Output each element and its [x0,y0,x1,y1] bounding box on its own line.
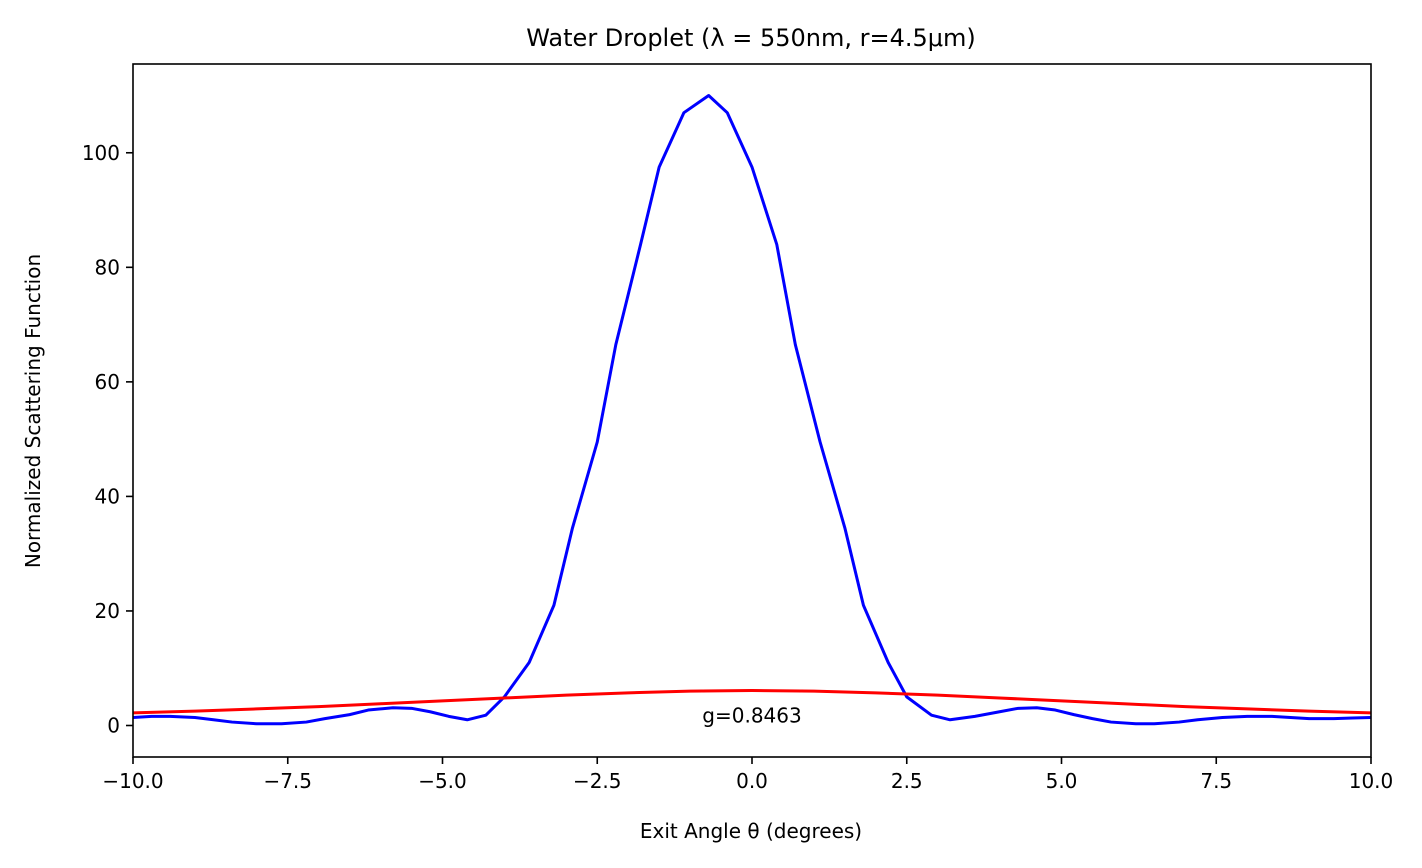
axes: g=0.8463 −10.0 −7.5 −5.0 −2.5 0.0 2.5 5.0 7.5 10.… [82,63,1394,793]
y-tick-label: 20 [95,599,120,623]
x-tick-label: 5.0 [1046,769,1078,793]
y-axis-label: Normalized Scattering Function [21,254,45,568]
y-tick-label: 60 [95,370,120,394]
x-tick-label: −10.0 [102,769,163,793]
x-tick-label: −7.5 [263,769,312,793]
chart-title: Water Droplet (λ = 550nm, r=4.5μm) [526,24,976,52]
x-tick-label: 7.5 [1200,769,1232,793]
annotation-label: g=0.8463 [702,703,801,727]
x-axis-label: Exit Angle θ (degrees) [640,819,862,843]
x-tick-label: −2.5 [573,769,622,793]
plot-area [133,94,1371,726]
series-line-2 [133,689,1371,715]
y-tick-label: 0 [107,714,120,738]
x-tick-label: −5.0 [418,769,467,793]
series-line-1 [133,94,1371,726]
y-tick-label: 80 [95,255,120,279]
x-tick-label: 0.0 [736,769,768,793]
x-tick-label: 10.0 [1349,769,1394,793]
x-tick-label: 2.5 [891,769,923,793]
y-tick-label: 40 [95,484,120,508]
y-tick-label: 100 [82,141,120,165]
